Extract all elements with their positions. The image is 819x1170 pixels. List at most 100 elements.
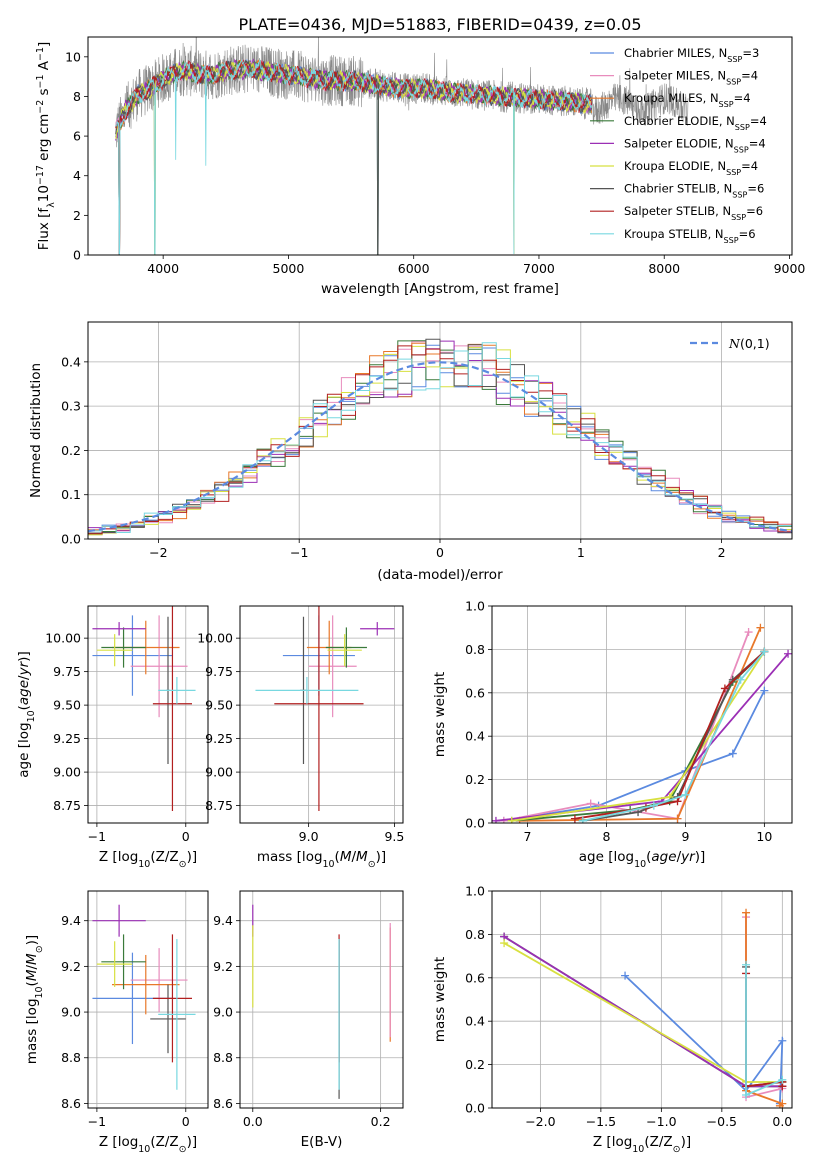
axes-frame (87, 890, 209, 1109)
series-line (503, 631, 750, 822)
y-tick-label: 0.4 (61, 354, 81, 369)
series-marker (760, 686, 769, 695)
mass_weight_vs_Z-plot-area (500, 908, 787, 1108)
mass_weight_vs_Z-axes: −2.0 −1.5 −1.0 −0.5 0.0 0.0 0.2 0.4 0.6 0.8 1.0 Z [… (432, 884, 793, 1155)
series-marker (673, 814, 682, 823)
legend-label: Chabrier MILES, NSSP=3 (624, 46, 759, 64)
series-marker (742, 1090, 751, 1099)
mass_vs_Z-plot-area (92, 904, 196, 1090)
x-tick-label: 9000 (774, 261, 806, 276)
x-tick-label: 8 (602, 829, 610, 844)
y-tick-label: 8 (73, 89, 81, 104)
series-marker (728, 749, 737, 758)
series-line (745, 973, 784, 1088)
y-tick-label: 9.00 (205, 765, 233, 780)
x-tick-label: 10 (756, 829, 772, 844)
spectrum-axes: 4000 5000 6000 7000 8000 9000 0 2 4 6 8 10 wavelengt… (35, 36, 806, 297)
y-tick-label: 0.2 (61, 443, 81, 458)
series-marker (649, 801, 658, 810)
series-line (503, 935, 783, 1088)
legend-label: Kroupa ELODIE, NSSP=4 (624, 159, 758, 177)
y-tick-label: 8.75 (205, 798, 233, 813)
mass_vs_Z-axes: −1 0 8.6 8.8 9.0 9.2 9.4 Z [log10(Z/Z⊙)] mass [l… (24, 890, 209, 1155)
histogram-step (88, 338, 792, 534)
x-tick-label: −1.0 (646, 1114, 676, 1129)
series-marker (742, 960, 751, 969)
y-tick-label: 8.6 (61, 1096, 81, 1111)
series-marker (720, 684, 729, 693)
x-axis-label: E(B-V) (301, 1134, 343, 1150)
series-line (519, 627, 762, 822)
y-tick-label: 9.75 (205, 664, 233, 679)
x-tick-label: −2 (149, 545, 167, 560)
histogram-step (88, 342, 792, 533)
residuals-axes: −2 −1 0 1 2 0.0 0.1 0.2 0.3 0.4 (data-model)/error… (28, 321, 793, 583)
x-tick-label: 0.0 (772, 1114, 792, 1129)
y-axis-label: mass weight (432, 957, 448, 1042)
x-tick-label: 6000 (398, 261, 430, 276)
y-tick-label: 10.00 (197, 631, 233, 646)
series-marker (756, 623, 765, 632)
axes-frame (87, 36, 793, 256)
y-tick-label: 8.8 (61, 1050, 81, 1065)
y-tick-label: 9.2 (213, 959, 233, 974)
y-tick-label: 0.1 (61, 487, 81, 502)
y-axis-label: mass weight (432, 672, 448, 757)
y-tick-label: 1.0 (465, 599, 485, 614)
legend-label: Salpeter MILES, NSSP=4 (624, 69, 758, 87)
mass_weight_vs_age-axes: 7 8 9 10 0.0 0.2 0.4 0.6 0.8 1.0 age [log10(age/yr… (432, 599, 793, 870)
series-line (745, 967, 783, 1088)
series-marker (778, 1075, 787, 1084)
y-tick-label: 9.25 (53, 731, 81, 746)
y-tick-label: 8.8 (213, 1050, 233, 1065)
series-line (503, 942, 783, 1083)
x-tick-label: −1 (88, 829, 106, 844)
y-tick-label: 0.8 (465, 642, 485, 657)
x-tick-label: 9.0 (299, 829, 319, 844)
series-marker (621, 971, 630, 980)
y-tick-label: 9.75 (53, 664, 81, 679)
series-marker (742, 908, 751, 917)
y-tick-label: 0.6 (465, 970, 485, 985)
y-tick-label: 4 (73, 168, 81, 183)
series-marker (744, 628, 753, 637)
spectrum-plot-area (115, 37, 689, 255)
axes-frame (239, 890, 404, 1109)
y-tick-label: 0.8 (465, 927, 485, 942)
x-tick-label: 9 (681, 829, 689, 844)
y-tick-label: 10.00 (45, 631, 81, 646)
x-tick-label: 4000 (147, 261, 179, 276)
series-marker (736, 675, 745, 684)
axes-frame (491, 890, 793, 1109)
y-tick-label: 0 (73, 248, 81, 263)
y-tick-label: 0.3 (61, 399, 81, 414)
series-marker (778, 1036, 787, 1045)
series-marker (578, 816, 587, 823)
y-tick-label: 0.4 (465, 729, 485, 744)
axes-frame (239, 605, 404, 824)
x-axis-label: mass [log10(M/M⊙)] (257, 849, 386, 870)
series-line (495, 653, 789, 822)
figure-title: PLATE=0436, MJD=51883, FIBERID=0439, z=0… (238, 15, 641, 34)
y-tick-label: 9.50 (53, 698, 81, 713)
y-tick-label: 9.0 (61, 1005, 81, 1020)
x-tick-label: 7 (524, 829, 532, 844)
y-axis-label: Flux [fλ10−17 erg cm−2 s−1 A−1] (35, 42, 57, 250)
series-line (745, 964, 783, 1097)
x-tick-label: 0 (182, 829, 190, 844)
histogram-step (88, 340, 792, 536)
legend-label: Salpeter ELODIE, NSSP=4 (624, 136, 766, 154)
x-axis-label: wavelength [Angstrom, rest frame] (321, 281, 559, 297)
age_vs_mass-axes: 9.0 9.5 8.75 9.00 9.25 9.50 9.75 10.00 mass [log… (197, 605, 404, 870)
age_vs_Z-plot-area (92, 606, 196, 811)
x-tick-label: 8000 (648, 261, 680, 276)
y-tick-label: 8.6 (213, 1096, 233, 1111)
x-tick-label: 7000 (523, 261, 555, 276)
y-tick-label: 0.6 (465, 685, 485, 700)
x-tick-label: 2 (718, 545, 726, 560)
y-tick-label: 0.4 (465, 1014, 485, 1029)
x-tick-label: 1 (577, 545, 585, 560)
y-tick-label: 2 (73, 208, 81, 223)
series-marker (586, 799, 595, 808)
